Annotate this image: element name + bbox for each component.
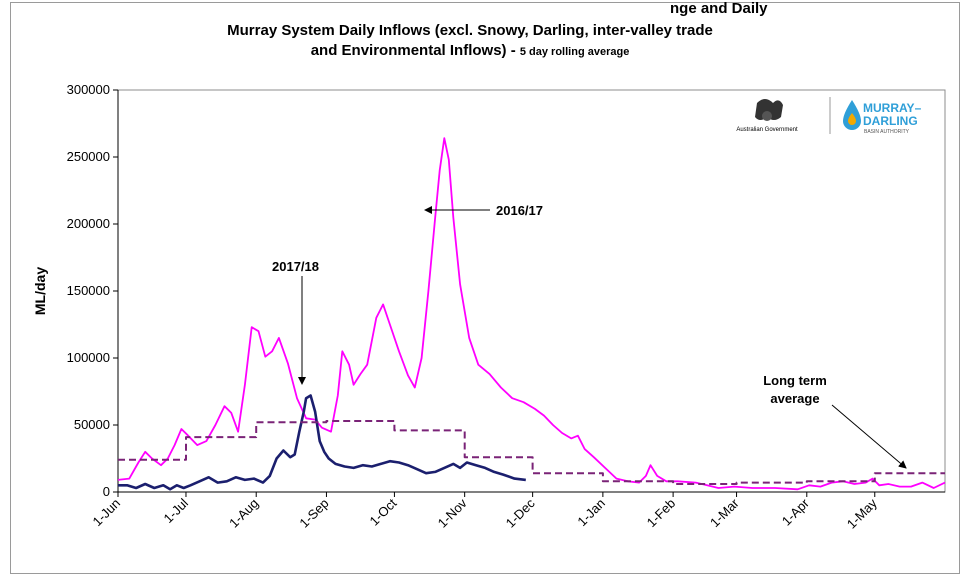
chart-title-line1: Murray System Daily Inflows (excl. Snowy… [227,22,713,39]
x-tick-label: 1-May [844,495,880,531]
series-line-2017-18 [118,394,526,491]
annotation-2017-18: 2017/18 [272,259,319,274]
y-axis-label: ML/day [32,267,48,315]
chart-subtitle: 5 day rolling average [519,46,630,58]
x-tick-label: 1-Mar [707,495,742,530]
annotation-long-term: Long term [763,373,827,388]
x-tick-label: 1-Jan [574,496,608,530]
annotation-2016-17: 2016/17 [496,203,543,218]
gov-text: Australian Government [736,127,798,133]
annotation-average: average [770,391,819,406]
chart-title-line2: and Environmental Inflows) - 5 day rolli… [40,42,900,59]
x-tick-label: 1-Nov [435,495,470,530]
logo-group: Australian Government MURRAY–DARLINGBASIN… [736,97,922,135]
mdba-line2: DARLING [863,114,918,128]
x-tick-label: 1-Dec [503,495,538,530]
y-tick-label: 100000 [67,350,110,365]
x-tick-label: 1-Oct [366,495,399,528]
x-tick-label: 1-Feb [644,496,679,531]
government-crest-icon [755,99,783,120]
y-tick-label: 250000 [67,149,110,164]
x-tick-label: 1-Sep [296,496,331,531]
crest-detail-icon [762,111,772,121]
mdba-line1: MURRAY– [863,101,922,115]
chart-frame [10,2,960,574]
plot-area [117,89,946,493]
axes: 0 50000 100000 150000 200000 250000 300000 1-Ju… [32,82,946,532]
series-group [117,137,946,491]
chart-title-line2-text: and Environmental Inflows) - [310,42,516,59]
series-line-long-term-average [118,420,945,485]
x-tick-label: 1-Jul [161,495,192,526]
mdba-line3: BASIN AUTHORITY [864,129,910,135]
series-line-2016-17 [117,137,946,491]
annotation-arrow-long-term [831,404,907,469]
y-tick-label: 50000 [74,417,110,432]
x-tick-label: 1-Jun [90,496,124,530]
x-tick-label: 1-Aug [226,496,261,531]
y-tick-label: 0 [103,484,110,499]
x-tick-label: 1-Apr [779,495,813,529]
y-tick-label: 300000 [67,82,110,97]
y-tick-label: 150000 [67,283,110,298]
annotations-group: 2016/17 2017/18 Long term average [272,203,907,469]
drop-flame-icon [848,113,856,125]
cropped-title-fragment: nge and Daily [670,0,768,17]
y-tick-label: 200000 [67,216,110,231]
